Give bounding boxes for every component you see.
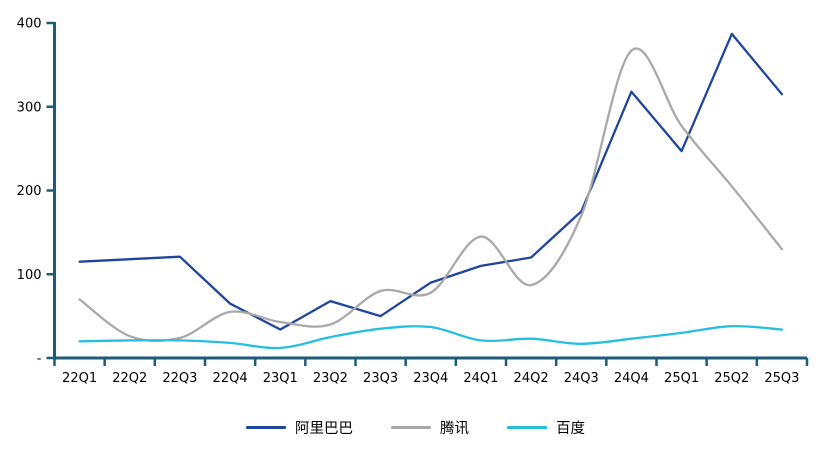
- series-line-tencent: [78, 47, 784, 343]
- series-line-alibaba: [78, 32, 784, 331]
- x-tick-label: 24Q3: [564, 371, 599, 386]
- legend-item-tencent: 腾讯: [391, 417, 469, 438]
- y-tick-label: 400: [17, 17, 42, 32]
- x-tick-label: 23Q3: [363, 371, 398, 386]
- chart-legend: 阿里巴巴 腾讯 百度: [0, 417, 831, 438]
- axis-lines: [53, 22, 807, 360]
- series-line-baidu: [78, 324, 784, 350]
- x-tick-label: 24Q4: [614, 371, 649, 386]
- x-tick-label: 25Q3: [764, 371, 799, 386]
- legend-item-alibaba: 阿里巴巴: [246, 417, 353, 438]
- y-tick-label: 300: [17, 100, 42, 115]
- x-tick-label: 22Q1: [62, 371, 97, 386]
- x-tick-label: 23Q1: [263, 371, 298, 386]
- y-tick-label: 200: [17, 184, 42, 199]
- y-tick-label: 100: [17, 268, 42, 283]
- legend-item-baidu: 百度: [507, 417, 585, 438]
- x-tick-label: 23Q2: [313, 371, 348, 386]
- chart-canvas: - 100 200 300 400 22Q1 22Q2 22Q3 22Q4 23Q1 23Q2 23Q…: [17, 17, 809, 386]
- legend-label-baidu: 百度: [556, 421, 585, 437]
- x-tick-label: 22Q3: [162, 371, 197, 386]
- x-tick-label: 23Q4: [413, 371, 448, 386]
- legend-swatch-alibaba: [246, 426, 286, 429]
- x-tick-label: 24Q2: [514, 371, 549, 386]
- legend-swatch-tencent: [391, 426, 431, 429]
- legend-label-alibaba: 阿里巴巴: [295, 421, 353, 437]
- x-tick-label: 22Q4: [213, 371, 248, 386]
- x-tick-label: 25Q2: [714, 371, 749, 386]
- x-tick-label: 22Q2: [112, 371, 147, 386]
- legend-label-tencent: 腾讯: [440, 421, 469, 437]
- x-tick-label: 25Q1: [664, 371, 699, 386]
- x-tick-label: 24Q1: [463, 371, 498, 386]
- y-tick-label: -: [37, 352, 42, 367]
- legend-swatch-baidu: [507, 426, 547, 429]
